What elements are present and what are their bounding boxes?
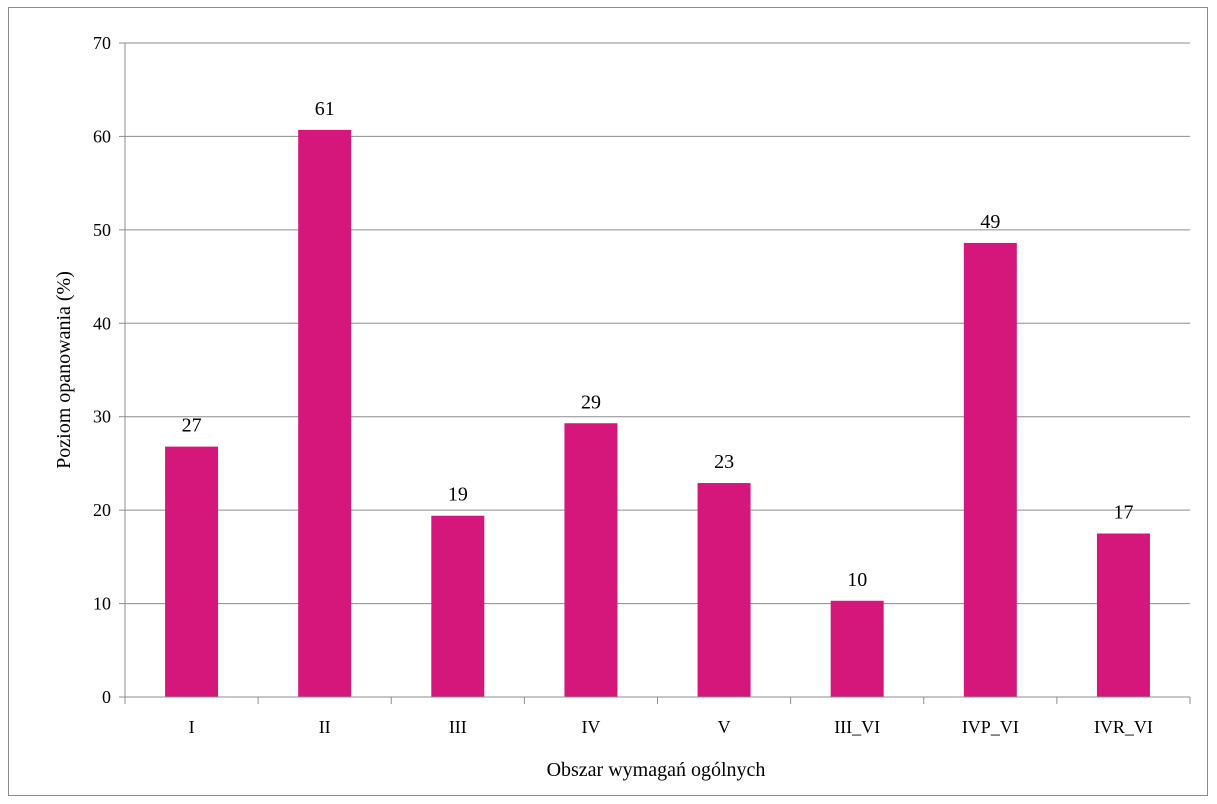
bar bbox=[963, 242, 1017, 698]
data-label: 29 bbox=[581, 391, 601, 413]
data-label: 19 bbox=[448, 484, 468, 506]
bar bbox=[564, 423, 618, 697]
bar bbox=[1096, 533, 1150, 697]
bar bbox=[431, 515, 485, 697]
x-tick-labels: I II III IV V III_VI IVP_VI IVR_VI bbox=[189, 717, 1153, 737]
data-label: 49 bbox=[980, 211, 1000, 233]
data-label: 27 bbox=[182, 415, 202, 437]
y-tick-label: 60 bbox=[93, 126, 111, 146]
x-tick-label: V bbox=[718, 717, 731, 737]
y-tick-label: 50 bbox=[93, 220, 111, 240]
x-tick-label: II bbox=[319, 717, 331, 737]
data-label: 23 bbox=[714, 451, 734, 473]
y-axis-title: Poziom opanowania (%) bbox=[53, 271, 75, 469]
x-tick-label: IVP_VI bbox=[962, 717, 1019, 737]
bars bbox=[165, 129, 1150, 698]
x-tick-label: IVR_VI bbox=[1094, 717, 1153, 737]
y-tick-label: 70 bbox=[93, 33, 111, 53]
y-tick-label: 20 bbox=[93, 500, 111, 520]
data-label: 17 bbox=[1113, 502, 1133, 524]
y-tick-label: 0 bbox=[102, 687, 111, 707]
data-label: 10 bbox=[847, 569, 867, 591]
bar bbox=[830, 600, 884, 697]
y-tick-labels: 0 10 20 30 40 50 60 70 bbox=[93, 33, 111, 707]
data-label: 61 bbox=[315, 98, 335, 120]
gridlines bbox=[125, 42, 1190, 605]
data-labels: 27 61 19 29 23 10 49 17 bbox=[182, 98, 1134, 591]
axes bbox=[119, 42, 1191, 704]
y-tick-label: 10 bbox=[93, 594, 111, 614]
x-tick-label: III bbox=[449, 717, 467, 737]
bar bbox=[697, 483, 751, 697]
bar bbox=[165, 446, 219, 697]
y-tick-label: 40 bbox=[93, 313, 111, 333]
y-tick-label: 30 bbox=[93, 407, 111, 427]
x-tick-label: I bbox=[189, 717, 195, 737]
x-axis-title: Obszar wymagań ogólnych bbox=[547, 759, 766, 781]
bar bbox=[298, 129, 352, 698]
x-tick-label: III_VI bbox=[834, 717, 880, 737]
x-tick-label: IV bbox=[581, 717, 600, 737]
